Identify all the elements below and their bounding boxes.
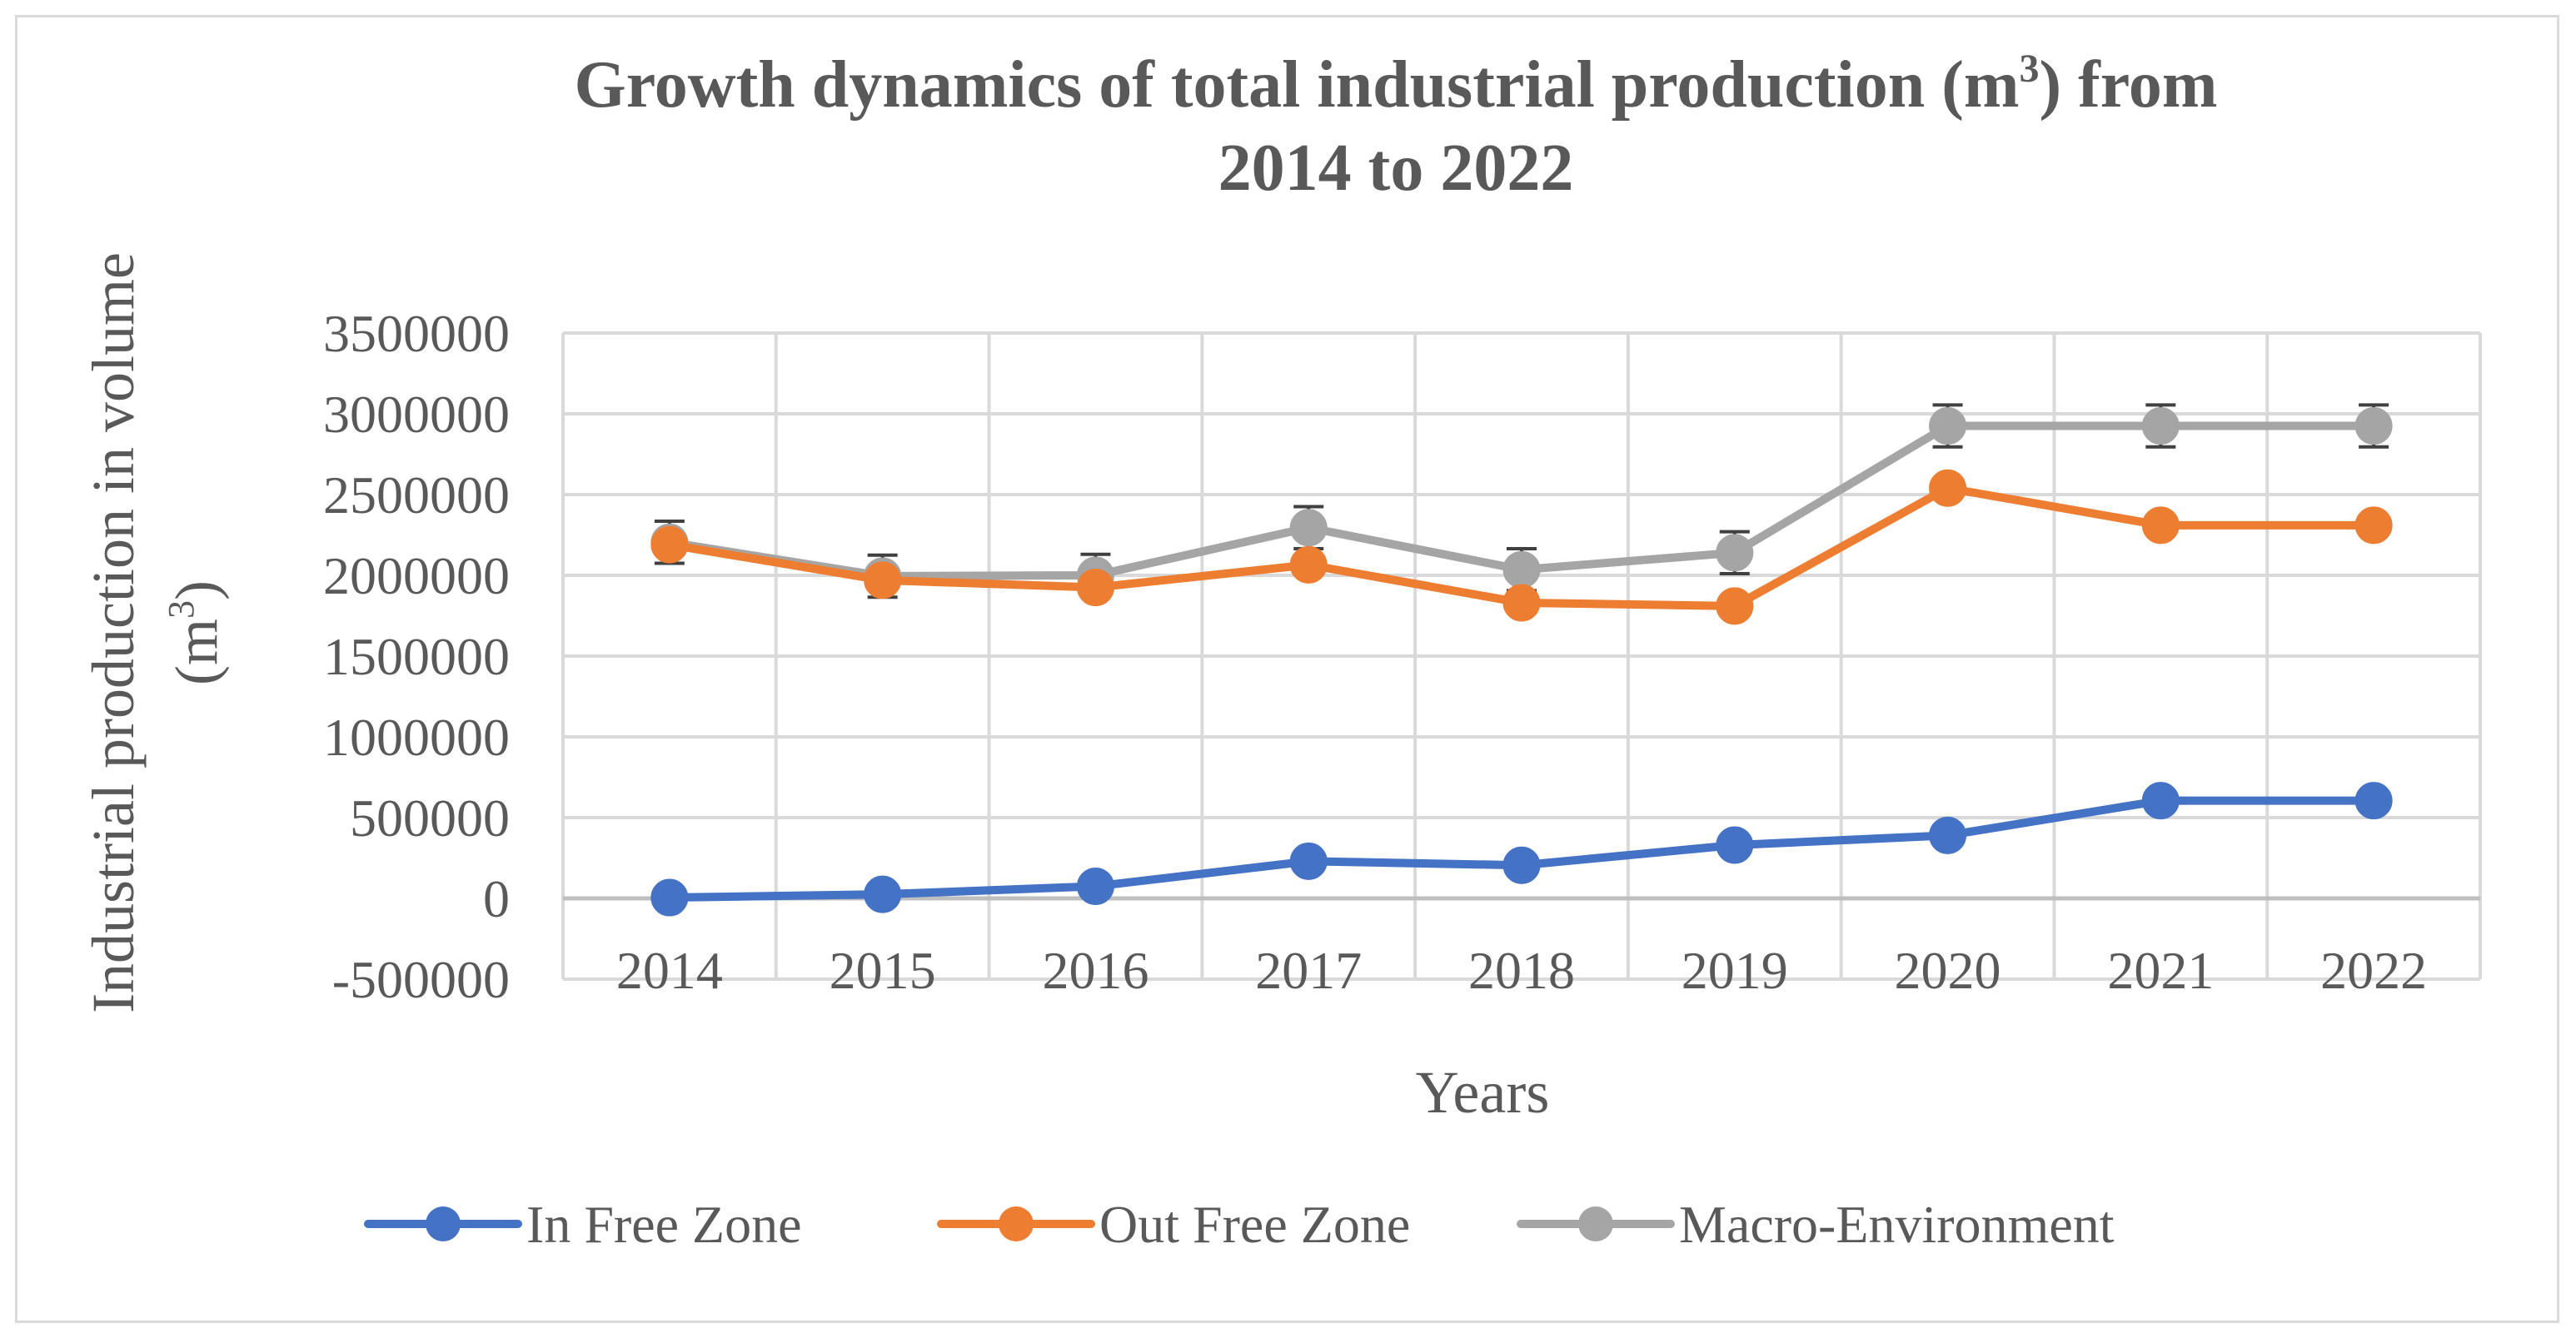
legend: In Free Zone Out Free Zone Macro-Environme… xyxy=(364,1195,2115,1254)
data-point xyxy=(1289,842,1328,880)
x-tick-label: 2016 xyxy=(1042,941,1148,1000)
legend-marker xyxy=(426,1206,461,1241)
legend-marker xyxy=(999,1206,1034,1241)
data-point xyxy=(864,561,902,599)
legend-label: Macro-Environment xyxy=(1679,1195,2115,1254)
y-tick-label: 0 xyxy=(483,869,510,928)
data-point xyxy=(1289,545,1328,584)
data-point xyxy=(1716,534,1754,572)
y-tick-label: 1500000 xyxy=(323,627,510,686)
y-axis-ticks: 3500000 3000000 2500000 2000000 1500000 10000… xyxy=(323,304,510,1009)
data-point xyxy=(1716,826,1754,864)
x-tick-label: 2015 xyxy=(830,941,936,1000)
y-axis-title-line1: Industrial production in volume xyxy=(80,252,147,1013)
legend-item: In Free Zone xyxy=(364,1195,802,1254)
legend-label: In Free Zone xyxy=(526,1195,802,1254)
legend-item: Macro-Environment xyxy=(1517,1195,2115,1254)
y-tick-label: 1000000 xyxy=(323,708,510,767)
data-point xyxy=(2141,782,2180,820)
series-layer xyxy=(650,403,2393,917)
data-point xyxy=(2354,506,2393,545)
chart-title: Growth dynamics of total industrial prod… xyxy=(575,47,2218,122)
data-point xyxy=(1502,846,1541,884)
chart-title-line2: 2014 to 2022 xyxy=(1218,132,1574,205)
data-point xyxy=(1076,867,1114,905)
series-macro-environment xyxy=(650,403,2393,599)
data-point xyxy=(1929,469,1967,507)
legend-label: Out Free Zone xyxy=(1099,1195,1410,1254)
data-point xyxy=(2354,407,2393,445)
data-point xyxy=(1076,569,1114,607)
data-point xyxy=(1929,816,1967,854)
x-tick-label: 2018 xyxy=(1468,941,1575,1000)
y-axis-title-line2: (m3) xyxy=(161,580,230,685)
x-tick-label: 2017 xyxy=(1255,941,1362,1000)
y-tick-label: -500000 xyxy=(332,950,510,1009)
x-tick-label: 2021 xyxy=(2107,941,2214,1000)
data-point xyxy=(650,525,689,564)
y-tick-label: 500000 xyxy=(350,788,510,848)
y-tick-label: 2000000 xyxy=(323,546,510,605)
data-point xyxy=(1716,587,1754,625)
y-tick-label: 3500000 xyxy=(323,304,510,363)
x-axis-ticks: 2014 2015 2016 2017 2018 2019 2020 2021 2022 xyxy=(616,941,2427,1000)
data-point xyxy=(864,875,902,913)
legend-item: Out Free Zone xyxy=(937,1195,1410,1254)
x-tick-label: 2014 xyxy=(616,941,723,1000)
data-point xyxy=(1502,550,1541,589)
data-point xyxy=(650,878,689,917)
x-tick-label: 2022 xyxy=(2320,941,2427,1000)
series-in-free-zone xyxy=(650,782,2393,917)
data-point xyxy=(2354,782,2393,820)
y-tick-label: 3000000 xyxy=(323,385,510,444)
series-out-free-zone xyxy=(650,469,2393,625)
chart-frame xyxy=(15,15,2559,1323)
data-point xyxy=(1929,407,1967,445)
x-tick-label: 2020 xyxy=(1895,941,2001,1000)
y-axis-title: Industrial production in volume (m3) xyxy=(80,252,230,1013)
data-point xyxy=(2141,407,2180,445)
data-point xyxy=(2141,506,2180,545)
data-point xyxy=(1289,509,1328,547)
x-axis-title: Years xyxy=(1416,1059,1550,1126)
data-point xyxy=(1502,584,1541,622)
x-tick-label: 2019 xyxy=(1682,941,1788,1000)
y-tick-label: 2500000 xyxy=(323,465,510,525)
legend-marker xyxy=(1578,1206,1613,1241)
